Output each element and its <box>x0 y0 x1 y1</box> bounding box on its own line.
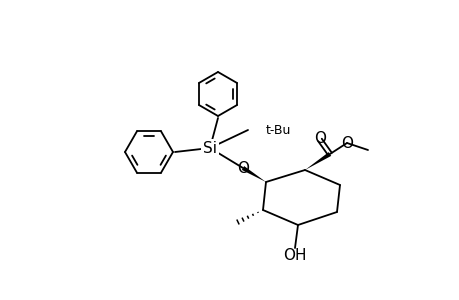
Text: O: O <box>313 130 325 146</box>
Text: Si: Si <box>202 140 217 155</box>
Text: t-Bu: t-Bu <box>265 124 291 136</box>
Text: O: O <box>236 160 248 175</box>
Text: O: O <box>340 136 352 151</box>
Text: OH: OH <box>283 248 306 263</box>
Polygon shape <box>241 166 265 182</box>
Polygon shape <box>304 152 330 170</box>
